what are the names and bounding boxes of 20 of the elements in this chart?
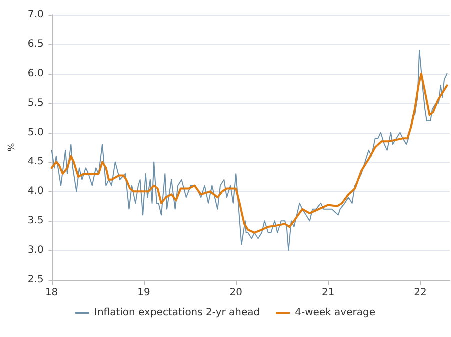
- y-tick-label: 5.5: [28, 98, 44, 109]
- line-series: [51, 50, 448, 252]
- line-series: [50, 72, 448, 234]
- y-tick-label: 3.5: [28, 216, 44, 227]
- legend-label: Inflation expectations 2-yr ahead: [94, 308, 260, 318]
- legend-label: 4-week average: [295, 308, 376, 318]
- y-tick-label: 3.0: [28, 245, 44, 256]
- y-tick-label: 6.5: [28, 38, 44, 50]
- x-tick-label: 22: [414, 288, 427, 298]
- y-tick-label: 2.5: [28, 274, 44, 286]
- x-tick-label: 18: [45, 288, 58, 298]
- y-tick-label: 6.0: [28, 68, 44, 80]
- x-tick-label: 21: [322, 288, 335, 298]
- y-tick-label: 4.0: [28, 186, 44, 198]
- x-tick-label: 19: [138, 288, 150, 298]
- x-tick-label: 20: [230, 288, 243, 298]
- y-tick-label: 5.0: [28, 127, 44, 138]
- y-axis-title: %: [8, 142, 18, 152]
- y-tick-label: 4.5: [28, 156, 44, 168]
- y-tick-label: 7.0: [28, 10, 44, 20]
